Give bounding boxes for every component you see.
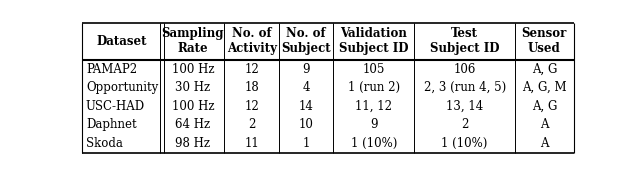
Text: Sampling
Rate: Sampling Rate <box>162 27 224 55</box>
Text: Daphnet: Daphnet <box>86 118 136 131</box>
Text: 30 Hz: 30 Hz <box>175 81 211 94</box>
Text: 4: 4 <box>303 81 310 94</box>
Text: No. of
Subject: No. of Subject <box>282 27 331 55</box>
Text: A, G, M: A, G, M <box>522 81 566 94</box>
Text: 98 Hz: 98 Hz <box>175 137 211 150</box>
Text: 9: 9 <box>370 118 378 131</box>
Text: A: A <box>540 137 548 150</box>
Text: 18: 18 <box>244 81 259 94</box>
Text: 105: 105 <box>363 63 385 76</box>
Text: A, G: A, G <box>532 63 557 76</box>
Text: No. of
Activity: No. of Activity <box>227 27 276 55</box>
Text: 2: 2 <box>248 118 255 131</box>
Text: 11, 12: 11, 12 <box>355 100 392 113</box>
Text: USC-HAD: USC-HAD <box>86 100 145 113</box>
Text: 1 (run 2): 1 (run 2) <box>348 81 400 94</box>
Text: A, G: A, G <box>532 100 557 113</box>
Text: 100 Hz: 100 Hz <box>172 100 214 113</box>
Text: Dataset: Dataset <box>97 35 147 48</box>
Text: Validation
Subject ID: Validation Subject ID <box>339 27 408 55</box>
Text: 2, 3 (run 4, 5): 2, 3 (run 4, 5) <box>424 81 506 94</box>
Text: 1 (10%): 1 (10%) <box>351 137 397 150</box>
Text: 106: 106 <box>454 63 476 76</box>
Text: A: A <box>540 118 548 131</box>
Text: 1 (10%): 1 (10%) <box>442 137 488 150</box>
Text: 64 Hz: 64 Hz <box>175 118 211 131</box>
Text: 11: 11 <box>244 137 259 150</box>
Text: 10: 10 <box>299 118 314 131</box>
Text: Test
Subject ID: Test Subject ID <box>430 27 499 55</box>
Text: 12: 12 <box>244 100 259 113</box>
Text: 1: 1 <box>303 137 310 150</box>
Text: 13, 14: 13, 14 <box>446 100 483 113</box>
Text: Sensor
Used: Sensor Used <box>522 27 567 55</box>
Text: 9: 9 <box>303 63 310 76</box>
Text: 2: 2 <box>461 118 468 131</box>
Text: PAMAP2: PAMAP2 <box>86 63 137 76</box>
Text: Opportunity: Opportunity <box>86 81 158 94</box>
Text: Skoda: Skoda <box>86 137 123 150</box>
Text: 100 Hz: 100 Hz <box>172 63 214 76</box>
Text: 12: 12 <box>244 63 259 76</box>
Text: 14: 14 <box>299 100 314 113</box>
